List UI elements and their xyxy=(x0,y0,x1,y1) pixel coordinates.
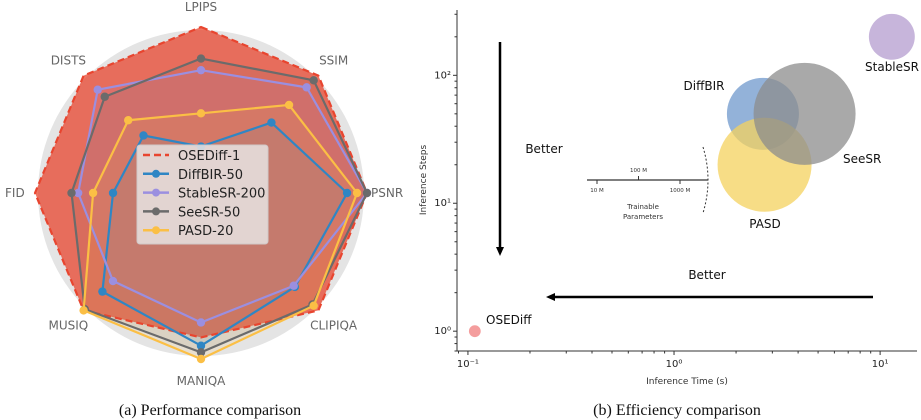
radar-chart: LPIPS SSIM PSNR CLIPIQA MANIQA MUSIQ FID DISTS O… xyxy=(5,0,403,388)
y-tick-label: 10¹ xyxy=(434,198,451,209)
y-tick-label: 10² xyxy=(434,70,451,81)
series-marker-stablesr-200 xyxy=(73,188,83,198)
series-marker-pasd-20 xyxy=(196,109,206,118)
size-legend-tick-label: 100 M xyxy=(630,168,647,174)
size-legend: 10 M 100 M 1000 M Trainable Parameters xyxy=(587,146,709,221)
series-marker-seesr-50 xyxy=(309,76,318,85)
series-line-osediff-1 xyxy=(33,25,369,339)
bubble-label-pasd: PASD xyxy=(749,217,781,231)
size-legend-arc xyxy=(702,146,709,214)
axis-label-fid: FID xyxy=(5,186,25,200)
series-marker-pasd-20 xyxy=(352,188,362,198)
bubble-label-seesr: SeeSR xyxy=(843,152,881,166)
series-marker-seesr-50 xyxy=(196,54,206,63)
caption-b: (b) Efficiency comparison xyxy=(593,402,761,419)
size-legend-title: Parameters xyxy=(623,213,663,221)
series-marker-seesr-50 xyxy=(196,348,206,357)
better-label-horizontal: Better xyxy=(688,268,725,282)
series-marker-diffbir-50 xyxy=(139,131,148,140)
legend-box xyxy=(136,144,269,245)
caption-a: (a) Performance comparison xyxy=(119,402,301,419)
x-axis-label: Inference Time (s) xyxy=(646,377,728,387)
series-marker-diffbir-50 xyxy=(108,188,118,198)
size-legend-tick-label: 10 M xyxy=(590,188,604,194)
bubble-label-diffbir: DiffBIR xyxy=(684,79,725,93)
bubble-label-osediff: OSEDiff xyxy=(486,313,532,327)
series-marker-stablesr-200 xyxy=(289,281,298,290)
axis-label-lpips: LPIPS xyxy=(185,0,217,14)
legend-label: OSEDiff-1 xyxy=(178,149,240,164)
axis-label-clipiqa: CLIPIQA xyxy=(310,319,358,333)
size-legend-tick-label: 1000 M xyxy=(670,188,691,194)
series-marker-pasd-20 xyxy=(124,116,133,125)
bubble-label-stablesr: StableSR xyxy=(865,60,919,74)
series-marker-diffbir-50 xyxy=(196,341,206,350)
axis-label-maniqa: MANIQA xyxy=(177,374,227,388)
series-marker-stablesr-200 xyxy=(196,318,206,327)
x-tick-label: 10⁻¹ xyxy=(457,359,479,370)
series-marker-stablesr-200 xyxy=(93,85,102,94)
y-tick-label: 10⁰ xyxy=(434,326,451,337)
axis-label-psnr: PSNR xyxy=(371,186,403,200)
x-tick-label: 10⁰ xyxy=(666,359,683,370)
size-legend-title: Trainable xyxy=(626,203,659,211)
series-marker-seesr-50 xyxy=(100,92,109,101)
legend-label: DiffBIR-50 xyxy=(178,168,243,183)
series-marker-diffbir-50 xyxy=(98,287,107,296)
axis-label-ssim: SSIM xyxy=(319,53,348,67)
legend-marker xyxy=(152,226,160,235)
legend-marker xyxy=(152,207,160,216)
series-marker-stablesr-200 xyxy=(108,276,118,286)
bubble-chart: 10⁻¹ 10⁰ 10¹ 10⁰ 10¹ 10² Inference Time (s) Inf… xyxy=(419,10,919,387)
bubble-stablesr xyxy=(868,13,915,60)
arrow-down-head xyxy=(496,247,504,256)
better-label-vertical: Better xyxy=(525,142,562,156)
legend-marker xyxy=(152,188,160,197)
y-axis-label: Inference Steps xyxy=(419,145,429,216)
legend-marker xyxy=(152,169,160,178)
series-marker-pasd-20 xyxy=(196,354,206,364)
bubble-osediff xyxy=(468,325,481,338)
legend-label: PASD-20 xyxy=(178,224,233,239)
series-marker-diffbir-50 xyxy=(342,188,352,198)
series-marker-pasd-20 xyxy=(309,301,318,310)
series-marker-pasd-20 xyxy=(79,306,88,315)
series-marker-pasd-20 xyxy=(88,188,98,198)
legend-label: SeeSR-50 xyxy=(178,205,240,220)
series-marker-seesr-50 xyxy=(67,188,76,198)
bubble-seesr xyxy=(753,62,856,165)
series-marker-pasd-20 xyxy=(284,100,294,110)
series-marker-seesr-50 xyxy=(362,188,372,198)
series-marker-stablesr-200 xyxy=(302,83,311,92)
arrow-left-head xyxy=(546,293,555,301)
axis-label-musiq: MUSIQ xyxy=(48,319,88,333)
axis-label-dists: DISTS xyxy=(51,53,86,67)
legend-label: StableSR-200 xyxy=(178,187,265,202)
x-tick-label: 10¹ xyxy=(872,359,889,370)
series-marker-diffbir-50 xyxy=(267,118,276,127)
legend: OSEDiff-1 DiffBIR-50 StableSR-200 SeeSR-50 P… xyxy=(136,144,269,245)
series-marker-stablesr-200 xyxy=(196,65,206,75)
